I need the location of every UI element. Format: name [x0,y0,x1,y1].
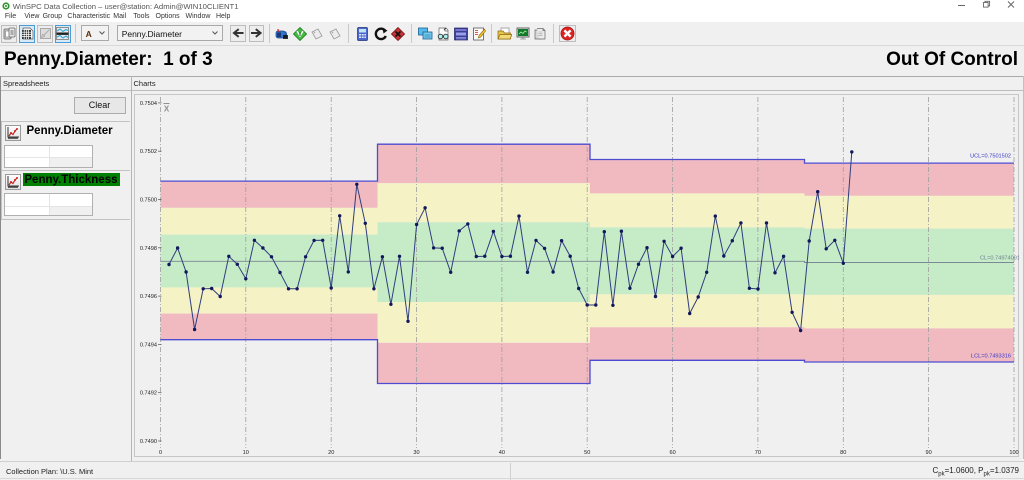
svg-text:30: 30 [413,450,419,456]
svg-text:X: X [164,105,170,114]
svg-text:0: 0 [159,450,162,456]
svg-text:60: 60 [669,450,675,456]
svg-text:CL=0.74974091: CL=0.74974091 [980,256,1019,262]
svg-text:10: 10 [243,450,249,456]
svg-text:0.7490: 0.7490 [140,439,157,445]
svg-text:20: 20 [328,450,334,456]
svg-text:100: 100 [1009,450,1018,456]
svg-text:50: 50 [584,450,590,456]
svg-text:90: 90 [925,450,931,456]
svg-text:0.7504: 0.7504 [140,101,157,107]
svg-text:40: 40 [499,450,505,456]
svg-text:0.7492: 0.7492 [140,391,157,397]
svg-text:0.7500: 0.7500 [140,198,157,204]
svg-text:0.7494: 0.7494 [140,342,157,348]
svg-text:70: 70 [755,450,761,456]
svg-text:80: 80 [840,450,846,456]
svg-text:0.7502: 0.7502 [140,149,157,155]
svg-text:0.7496: 0.7496 [140,294,157,300]
svg-text:LCL=0.7493316: LCL=0.7493316 [971,354,1011,360]
svg-text:UCL=0.7501502: UCL=0.7501502 [970,154,1011,160]
svg-text:0.7498: 0.7498 [140,246,157,252]
